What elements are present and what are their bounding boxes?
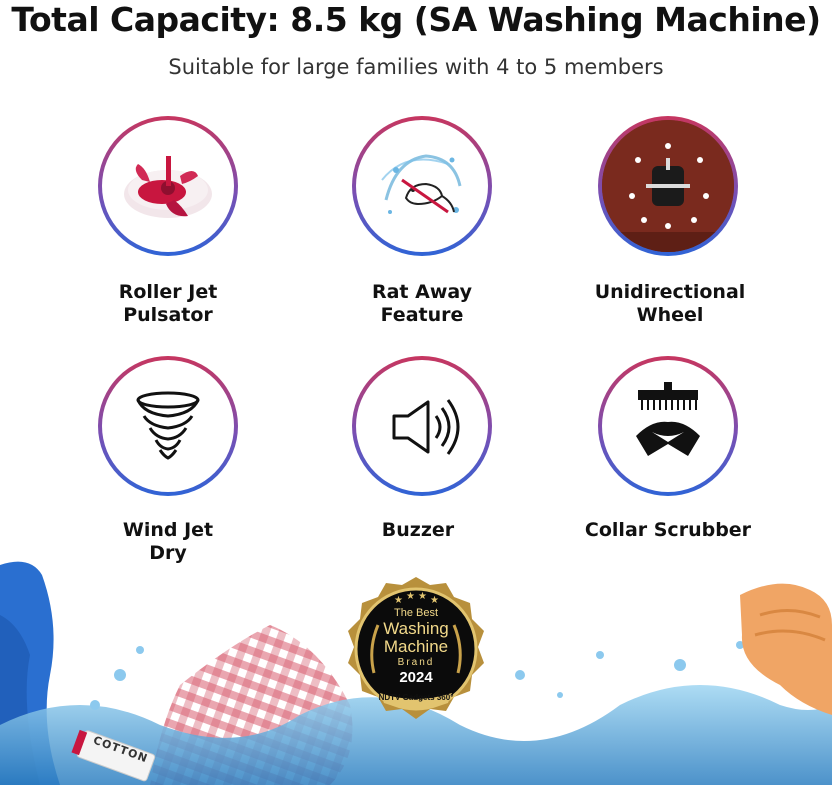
feature-label-rat-away: Rat Away Feature (312, 281, 532, 327)
feature-circle-rat-away (352, 116, 492, 256)
feature-label-collar-scrubber: Collar Scrubber (558, 519, 778, 542)
svg-text:★: ★ (418, 591, 427, 602)
page-subtitle: Suitable for large families with 4 to 5 … (168, 55, 664, 79)
award-seal-icon: ★ ★ ★ ★ (348, 577, 484, 719)
feature-label-line2: Dry (149, 542, 187, 564)
feature-label-wind-jet: Wind Jet Dry (58, 519, 278, 565)
feature-label-line2: Wheel (636, 304, 704, 326)
award-badge: ★ ★ ★ ★ The Best Washing Machine Brand 202… (334, 573, 498, 733)
badge-source: NDTV Gadgets 360° (378, 693, 454, 702)
feature-label-roller-jet: Roller Jet Pulsator (58, 281, 278, 327)
buzzer-speaker-icon (392, 399, 460, 455)
svg-text:★: ★ (394, 595, 403, 606)
feature-label-line1: Rat Away (371, 281, 473, 303)
feature-label-line1: Roller Jet (118, 281, 218, 303)
rat-away-icon (381, 154, 462, 214)
svg-text:★: ★ (430, 595, 439, 606)
unidirectional-wheel-icon (602, 120, 734, 252)
badge-line-machine: Machine (383, 637, 449, 656)
collar-scrubber-icon (636, 382, 700, 456)
feature-label-line1: Wind Jet (122, 519, 214, 541)
laundry-splash-illustration (0, 561, 832, 785)
feature-label-line1: Unidirectional (594, 281, 746, 303)
feature-circle-wheel (598, 116, 738, 256)
laundry-splash-scene: COTTON (0, 555, 832, 785)
feature-label-wheel: Unidirectional Wheel (560, 281, 780, 327)
feature-circle-buzzer (352, 356, 492, 496)
badge-year: 2024 (399, 669, 433, 686)
feature-circle-wind-jet (98, 356, 238, 496)
page-title: Total Capacity: 8.5 kg (SA Washing Machi… (11, 0, 821, 39)
feature-circle-collar-scrubber (598, 356, 738, 496)
badge-line-best: The Best (393, 607, 439, 619)
feature-circle-roller-jet (98, 116, 238, 256)
badge-line-brand: Brand (397, 657, 435, 668)
svg-text:★: ★ (406, 591, 415, 602)
feature-label-line2: Pulsator (123, 304, 213, 326)
feature-label-buzzer: Buzzer (308, 519, 528, 542)
feature-label-line1: Collar Scrubber (584, 519, 752, 541)
roller-jet-pulsator-icon (124, 156, 212, 218)
feature-label-line2: Feature (380, 304, 464, 326)
feature-label-line1: Buzzer (381, 519, 455, 541)
wind-jet-dry-icon (136, 391, 200, 460)
badge-line-washing: Washing (383, 619, 449, 638)
